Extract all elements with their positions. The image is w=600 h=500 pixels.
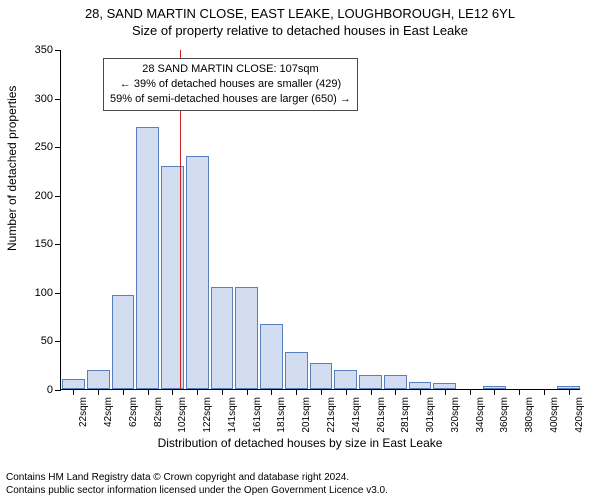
x-tick-label: 420sqm (574, 397, 585, 433)
x-tick (247, 389, 248, 395)
y-axis-label: Number of detached properties (5, 86, 19, 251)
bar (409, 382, 432, 389)
x-tick (445, 389, 446, 395)
y-tick-label: 250 (35, 141, 53, 153)
x-tick-label: 320sqm (450, 397, 461, 433)
bar (285, 352, 308, 389)
y-tick (55, 341, 61, 342)
annotation-line: 59% of semi-detached houses are larger (… (110, 92, 351, 107)
x-tick-label: 380sqm (524, 397, 535, 433)
x-tick (519, 389, 520, 395)
bar (260, 324, 283, 389)
y-tick (55, 390, 61, 391)
annotation-line: ← 39% of detached houses are smaller (42… (110, 77, 351, 92)
x-tick-label: 42sqm (103, 397, 114, 427)
bar (235, 287, 258, 389)
x-axis-label: Distribution of detached houses by size … (0, 436, 600, 450)
x-tick-label: 301sqm (425, 397, 436, 433)
annotation-line: 28 SAND MARTIN CLOSE: 107sqm (110, 62, 351, 77)
x-tick (371, 389, 372, 395)
x-tick-label: 62sqm (128, 397, 139, 427)
y-tick-label: 200 (35, 190, 53, 202)
x-tick (346, 389, 347, 395)
y-tick-label: 50 (41, 335, 53, 347)
x-tick (395, 389, 396, 395)
footer-line-1: Contains HM Land Registry data © Crown c… (6, 471, 388, 484)
x-tick (544, 389, 545, 395)
x-tick-label: 82sqm (153, 397, 164, 427)
x-tick (73, 389, 74, 395)
x-tick-label: 400sqm (549, 397, 560, 433)
x-tick-label: 360sqm (499, 397, 510, 433)
bar (310, 363, 333, 389)
y-tick-label: 300 (35, 93, 53, 105)
y-tick-label: 0 (47, 384, 53, 396)
bar (112, 295, 135, 389)
x-tick-label: 241sqm (351, 397, 362, 433)
y-tick (55, 244, 61, 245)
y-tick (55, 147, 61, 148)
plot-area: 05010015020025030035022sqm42sqm62sqm82sq… (60, 50, 580, 390)
bar (136, 127, 159, 389)
x-tick (197, 389, 198, 395)
y-tick (55, 196, 61, 197)
x-tick (123, 389, 124, 395)
y-tick (55, 99, 61, 100)
x-tick (494, 389, 495, 395)
x-tick (321, 389, 322, 395)
x-tick (569, 389, 570, 395)
x-tick (296, 389, 297, 395)
chart-title-subtitle: Size of property relative to detached ho… (0, 21, 600, 38)
x-tick (148, 389, 149, 395)
y-tick (55, 293, 61, 294)
bar (334, 370, 357, 389)
x-tick-label: 201sqm (301, 397, 312, 433)
x-tick-label: 181sqm (276, 397, 287, 433)
footer-line-2: Contains public sector information licen… (6, 484, 388, 497)
bar (87, 370, 110, 389)
x-tick-label: 161sqm (252, 397, 263, 433)
y-tick (55, 50, 61, 51)
bar (359, 375, 382, 389)
chart-title-address: 28, SAND MARTIN CLOSE, EAST LEAKE, LOUGH… (0, 0, 600, 21)
footer-attribution: Contains HM Land Registry data © Crown c… (6, 471, 388, 497)
x-tick-label: 22sqm (78, 397, 89, 427)
x-tick (420, 389, 421, 395)
y-tick-label: 350 (35, 44, 53, 56)
x-tick-label: 122sqm (202, 397, 213, 433)
x-tick (98, 389, 99, 395)
x-tick (222, 389, 223, 395)
x-tick-label: 221sqm (326, 397, 337, 433)
x-tick (470, 389, 471, 395)
x-tick (172, 389, 173, 395)
x-tick (271, 389, 272, 395)
y-tick-label: 150 (35, 238, 53, 250)
bar (62, 379, 85, 389)
bar (384, 375, 407, 389)
y-tick-label: 100 (35, 287, 53, 299)
x-tick-label: 261sqm (376, 397, 387, 433)
bar (186, 156, 209, 389)
chart-container: Number of detached properties 0501001502… (0, 42, 600, 460)
annotation-box: 28 SAND MARTIN CLOSE: 107sqm← 39% of det… (103, 58, 358, 111)
bar (211, 287, 234, 389)
x-tick-label: 102sqm (177, 397, 188, 433)
x-tick-label: 281sqm (400, 397, 411, 433)
x-tick-label: 340sqm (475, 397, 486, 433)
x-tick-label: 141sqm (227, 397, 238, 433)
